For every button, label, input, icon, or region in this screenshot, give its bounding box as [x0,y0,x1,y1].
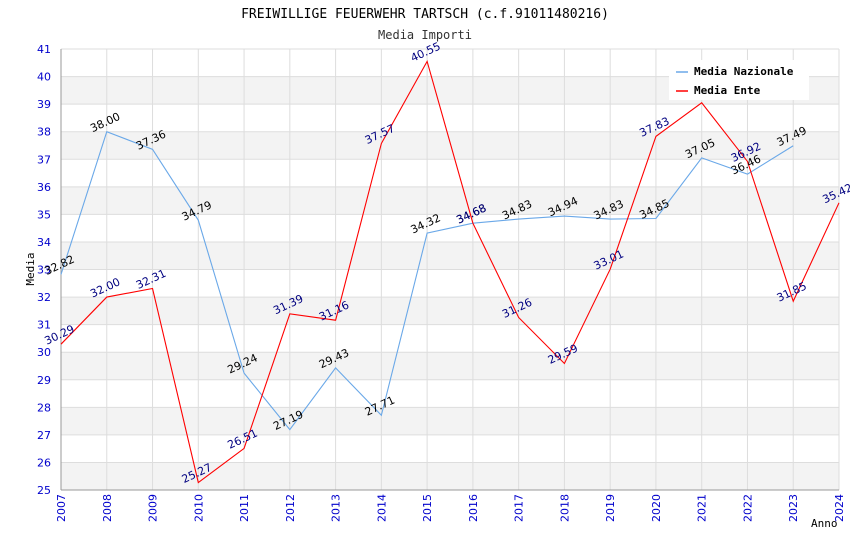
plot-band [61,462,839,490]
plot-bands [61,49,839,490]
y-tick-label: 32 [37,291,51,304]
x-tick-label: 2017 [513,494,526,522]
y-tick-label: 39 [37,98,51,111]
x-axis-title: Anno [811,517,838,530]
y-axis-title: Media [24,252,37,285]
x-tick-label: 2015 [421,494,434,522]
y-tick-label: 26 [37,456,51,469]
y-tick-labels: 25 26 27 28 29 30 31 32 33 34 35 36 37 38 39 40 41 [37,43,51,497]
plot-band [61,241,839,270]
x-tick-labels: 2007 2008 2009 2010 2011 2012 2013 2014 2015 2016… [55,494,846,522]
x-tick-label: 2022 [741,494,754,522]
x-tick-label: 2008 [101,494,114,522]
plot-band [61,131,839,160]
y-tick-label: 31 [37,319,51,332]
legend-box [669,60,809,100]
plot-band [61,407,839,435]
plot-band [61,434,839,463]
y-tick-label: 33 [37,264,51,277]
series-line-media-nazionale [60,130,794,431]
legend: Media Nazionale Media Ente [669,60,809,100]
plot-band [61,324,839,353]
y-tick-label: 35 [37,208,51,221]
plot-band [61,186,839,215]
chart-title: FREIWILLIGE FEUERWEHR TARTSCH (c.f.91011… [241,7,609,22]
legend-label-media-nazionale: Media Nazionale [694,65,794,78]
plot-band [61,159,839,187]
series-lines [60,59,840,484]
plot-band [61,297,839,325]
x-tick-label: 2020 [650,494,663,522]
y-tick-label: 38 [37,126,51,139]
y-tick-label: 40 [37,71,51,84]
x-tick-label: 2016 [467,494,480,522]
y-tick-label: 28 [37,401,51,414]
x-tick-label: 2019 [604,494,617,522]
plot-band [61,104,839,132]
plot-band [61,352,839,380]
chart-subtitle: Media Importi [378,28,472,42]
x-tick-label: 2011 [238,494,251,522]
y-tick-label: 27 [37,429,51,442]
y-tick-label: 34 [37,236,51,249]
y-tick-label: 37 [37,153,51,166]
series-line-media-ente [60,59,840,484]
x-tick-label: 2012 [284,494,297,522]
x-tick-label: 2009 [147,494,160,522]
x-tick-label: 2010 [192,494,205,522]
y-tick-label: 29 [37,374,51,387]
x-tick-label: 2013 [330,494,343,522]
plot-band [61,379,839,408]
y-tick-label: 25 [37,484,51,497]
x-tick-label: 2021 [696,494,709,522]
y-tick-label: 36 [37,181,51,194]
y-tick-label: 30 [37,346,51,359]
x-tick-label: 2007 [55,494,68,522]
grid-lines [60,48,840,491]
y-tick-label: 41 [37,43,51,56]
plot-band [61,269,839,298]
legend-label-media-ente: Media Ente [694,84,761,97]
x-tick-label: 2023 [787,494,800,522]
x-tick-label: 2018 [558,494,571,522]
x-tick-label: 2014 [375,494,388,522]
x-tick-label: 2024 [833,494,846,522]
